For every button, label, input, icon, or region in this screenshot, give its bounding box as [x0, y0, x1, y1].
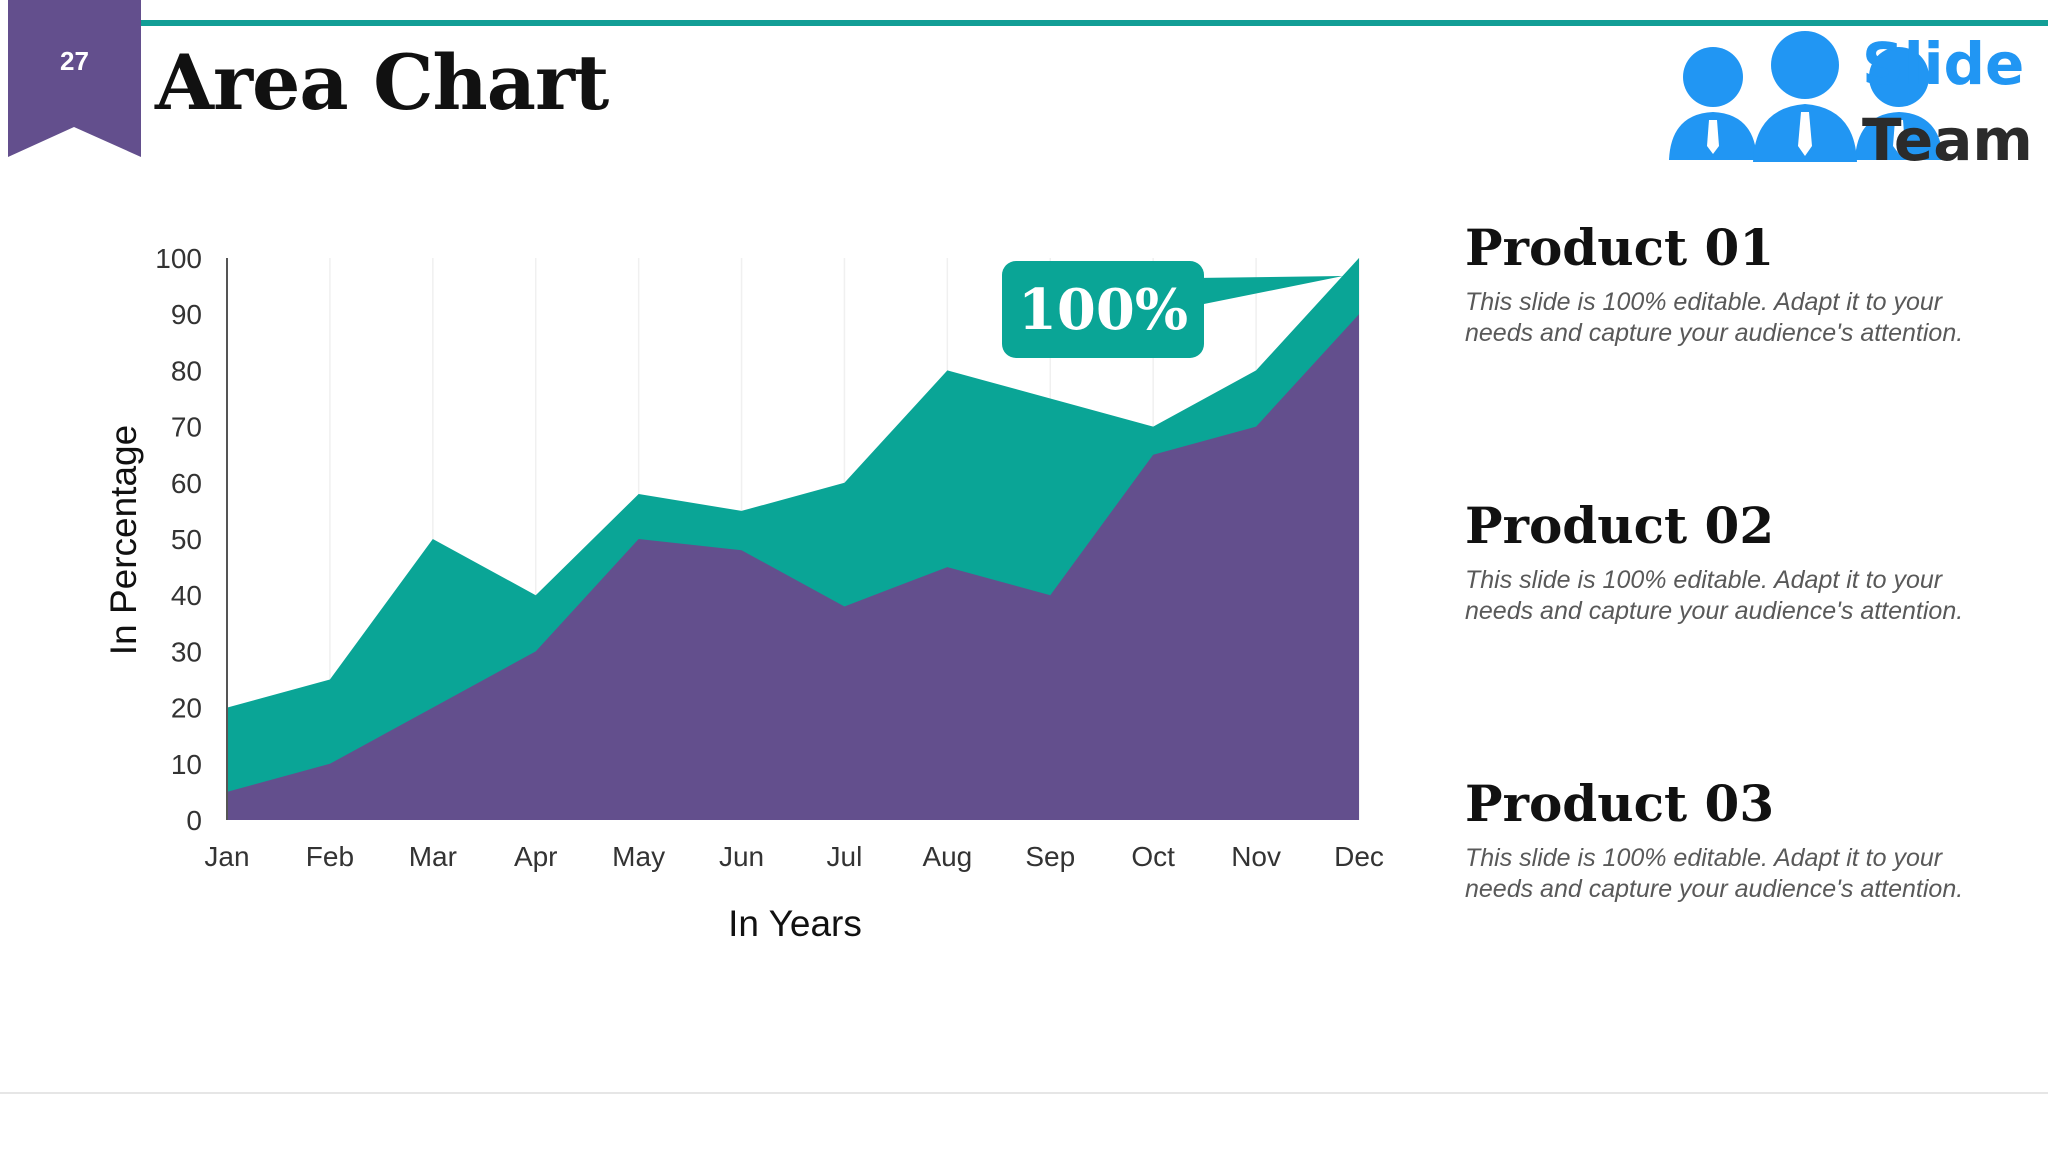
- product-03-title: Product 03: [1465, 774, 1775, 833]
- x-tick-apr: Apr: [514, 841, 558, 872]
- product-02-block: Product 02 This slide is 100% editable. …: [1465, 496, 1985, 627]
- callout-pointer: [1194, 276, 1343, 306]
- x-tick-jan: Jan: [204, 841, 249, 872]
- product-02-title: Product 02: [1465, 496, 1775, 555]
- product-01-title: Product 01: [1465, 218, 1775, 277]
- product-01-description: This slide is 100% editable. Adapt it to…: [1465, 288, 1964, 347]
- x-axis-title: In Years: [728, 903, 862, 944]
- x-tick-labels: Jan Feb Mar Apr May Jun Jul Aug Sep Oct Nov Dec: [204, 841, 1383, 872]
- footer-rule: [0, 1092, 2048, 1094]
- x-tick-nov: Nov: [1231, 841, 1281, 872]
- slide-number: 27: [60, 46, 89, 76]
- y-tick-70: 70: [171, 412, 202, 443]
- x-tick-sep: Sep: [1025, 841, 1075, 872]
- x-tick-jun: Jun: [719, 841, 764, 872]
- y-tick-80: 80: [171, 355, 202, 386]
- slide-team-logo-icon: [1669, 31, 1943, 162]
- y-tick-30: 30: [171, 636, 202, 667]
- y-tick-50: 50: [171, 524, 202, 555]
- callout: 100%: [1002, 261, 1343, 358]
- product-01-block: Product 01 This slide is 100% editable. …: [1465, 218, 1985, 349]
- y-tick-40: 40: [171, 580, 202, 611]
- callout-label: 100%: [1018, 277, 1188, 343]
- page-title: Area Chart: [155, 38, 609, 127]
- y-tick-90: 90: [171, 299, 202, 330]
- area-chart: 0 10 20 30 40 50 60 70 80 90 100 Jan Feb Mar Apr May Ju…: [103, 243, 1384, 944]
- header-rule: [140, 20, 2048, 26]
- y-axis-title: In Percentage: [103, 425, 144, 655]
- area-series-2: [227, 314, 1359, 820]
- product-02-description: This slide is 100% editable. Adapt it to…: [1465, 566, 1964, 625]
- x-tick-may: May: [612, 841, 665, 872]
- y-tick-60: 60: [171, 468, 202, 499]
- y-tick-100: 100: [155, 243, 202, 274]
- x-tick-aug: Aug: [922, 841, 972, 872]
- logo-text-team: Team: [1862, 106, 2033, 174]
- x-tick-mar: Mar: [409, 841, 457, 872]
- y-tick-0: 0: [186, 805, 202, 836]
- y-tick-labels: 0 10 20 30 40 50 60 70 80 90 100: [155, 243, 202, 836]
- callout-box: [1002, 261, 1204, 358]
- slide-number-ribbon: [8, 0, 141, 157]
- y-tick-20: 20: [171, 693, 202, 724]
- y-tick-10: 10: [171, 749, 202, 780]
- x-tick-dec: Dec: [1334, 841, 1384, 872]
- product-03-block: Product 03 This slide is 100% editable. …: [1465, 774, 1985, 905]
- chart-areas: [227, 258, 1359, 820]
- x-tick-feb: Feb: [306, 841, 354, 872]
- x-tick-jul: Jul: [827, 841, 863, 872]
- logo-text-slide: Slide: [1862, 30, 2025, 98]
- product-03-description: This slide is 100% editable. Adapt it to…: [1465, 844, 1964, 903]
- x-tick-oct: Oct: [1131, 841, 1175, 872]
